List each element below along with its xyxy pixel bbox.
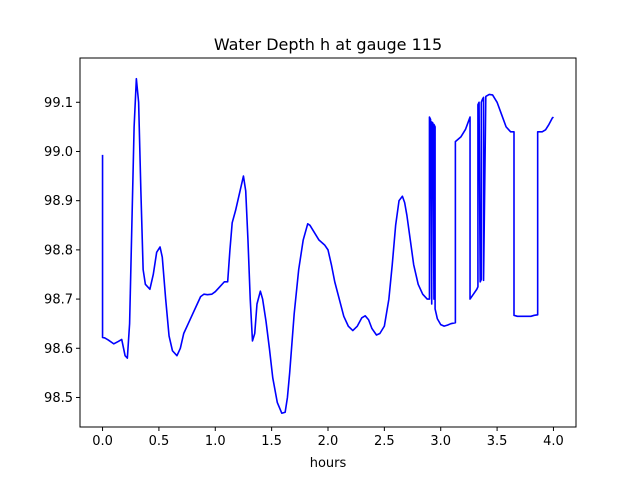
y-tick-label: 98.7 <box>44 293 73 308</box>
y-tick-label: 99.1 <box>44 96 73 111</box>
x-tick-label: 4.0 <box>543 434 564 449</box>
y-tick-label: 98.5 <box>44 391 73 406</box>
y-tick-label: 98.9 <box>44 194 73 209</box>
y-tick-label: 98.8 <box>44 243 73 258</box>
plot-area <box>101 77 554 415</box>
chart-title: Water Depth h at gauge 115 <box>214 35 442 54</box>
series-line-0 <box>101 77 554 415</box>
x-tick-label: 0.0 <box>92 434 113 449</box>
y-tick-label: 99.0 <box>44 145 73 160</box>
x-tick-label: 2.5 <box>374 434 395 449</box>
y-axis-ticks: 98.5 98.6 98.7 98.8 98.9 99.0 99.1 <box>44 96 80 406</box>
x-tick-label: 0.5 <box>149 434 170 449</box>
y-tick-label: 98.6 <box>44 342 73 357</box>
x-tick-label: 3.5 <box>487 434 508 449</box>
x-tick-label: 3.0 <box>430 434 451 449</box>
x-axis-ticks: 0.0 0.5 1.0 1.5 2.0 2.5 3.0 3.5 4.0 <box>92 427 564 449</box>
x-tick-label: 1.0 <box>205 434 226 449</box>
x-tick-label: 1.5 <box>261 434 282 449</box>
x-tick-label: 2.0 <box>318 434 339 449</box>
x-axis-label: hours <box>310 456 347 471</box>
